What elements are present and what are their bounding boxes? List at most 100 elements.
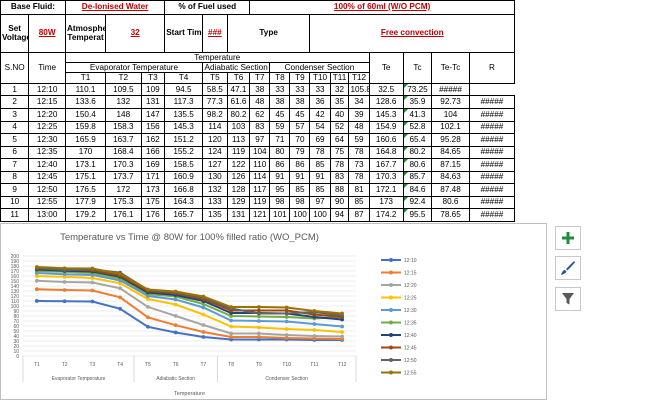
table-cell[interactable]: 173.1 bbox=[64, 158, 107, 172]
table-cell[interactable]: 100 bbox=[309, 208, 331, 222]
table-cell[interactable]: 127 bbox=[201, 158, 228, 172]
table-cell[interactable]: 122 bbox=[226, 158, 251, 172]
table-cell[interactable]: 12:50 bbox=[28, 183, 66, 197]
table-cell[interactable]: 84.6 bbox=[402, 183, 433, 197]
table-cell[interactable]: 101 bbox=[269, 208, 291, 222]
table-cell[interactable]: ##### bbox=[468, 145, 516, 160]
table-cell[interactable]: 38 bbox=[269, 95, 291, 109]
table-cell[interactable]: 109 bbox=[140, 82, 166, 97]
chart-filters-button[interactable] bbox=[555, 287, 581, 311]
table-cell[interactable]: 170.3 bbox=[105, 158, 142, 172]
table-cell[interactable]: 40 bbox=[329, 107, 350, 122]
table-cell[interactable]: 12:45 bbox=[28, 170, 66, 185]
table-cell[interactable]: 91 bbox=[289, 170, 311, 185]
table-cell[interactable]: 119 bbox=[249, 195, 271, 210]
evaporator-group-header[interactable]: Evaporator Temperature bbox=[64, 61, 203, 74]
table-cell[interactable]: 12:10 bbox=[28, 82, 66, 97]
chart-elements-button[interactable] bbox=[555, 226, 581, 250]
table-cell[interactable]: 124 bbox=[201, 145, 228, 160]
table-cell[interactable]: 175.1 bbox=[64, 170, 107, 185]
table-cell[interactable]: ##### bbox=[468, 170, 516, 185]
table-cell[interactable]: 97 bbox=[249, 133, 271, 147]
table-cell[interactable]: 33 bbox=[269, 82, 291, 97]
table-cell[interactable]: 98.2 bbox=[201, 107, 228, 122]
table-cell[interactable]: 75 bbox=[329, 145, 350, 160]
table-cell[interactable]: 126 bbox=[226, 170, 251, 185]
table-cell[interactable]: 33 bbox=[309, 82, 331, 97]
table-cell[interactable]: 103 bbox=[226, 120, 251, 135]
tc-header[interactable]: Tc bbox=[402, 52, 433, 84]
table-cell[interactable]: 58.5 bbox=[201, 82, 228, 97]
table-cell[interactable]: 173 bbox=[140, 183, 166, 197]
start-time-value[interactable]: ### bbox=[201, 13, 228, 54]
table-cell[interactable]: 70 bbox=[289, 133, 311, 147]
table-cell[interactable]: 61.6 bbox=[226, 95, 251, 109]
table-cell[interactable]: 109.5 bbox=[105, 82, 142, 97]
table-cell[interactable]: 156 bbox=[140, 120, 166, 135]
line-chart[interactable]: Temperature vs Time @ 80W for 100% fille… bbox=[0, 223, 547, 400]
table-cell[interactable]: 48 bbox=[348, 120, 370, 135]
table-cell[interactable]: 159.8 bbox=[64, 120, 107, 135]
table-cell[interactable]: 164.3 bbox=[164, 195, 203, 210]
table-cell[interactable]: 45 bbox=[269, 107, 291, 122]
table-cell[interactable]: 32 bbox=[329, 82, 350, 97]
table-cell[interactable]: 172.1 bbox=[368, 183, 404, 197]
table-cell[interactable]: 87.48 bbox=[431, 183, 470, 197]
table-cell[interactable]: 12:20 bbox=[28, 107, 66, 122]
table-cell[interactable]: 129 bbox=[226, 195, 251, 210]
table-cell[interactable]: 97 bbox=[309, 195, 331, 210]
table-cell[interactable]: 102.1 bbox=[431, 120, 470, 135]
t-header[interactable]: T8 bbox=[269, 72, 291, 84]
adiabatic-group-header[interactable]: Adiabatic Section bbox=[201, 61, 271, 74]
table-cell[interactable]: 171 bbox=[140, 170, 166, 185]
table-cell[interactable]: 175.3 bbox=[105, 195, 142, 210]
table-cell[interactable]: 92.73 bbox=[431, 95, 470, 109]
table-cell[interactable]: 160.6 bbox=[368, 133, 404, 147]
table-cell[interactable]: 11 bbox=[0, 208, 30, 222]
t-header[interactable]: T6 bbox=[226, 72, 251, 84]
table-cell[interactable]: 83 bbox=[249, 120, 271, 135]
table-cell[interactable]: 57 bbox=[289, 120, 311, 135]
t-header[interactable]: T11 bbox=[329, 72, 350, 84]
table-cell[interactable]: 166 bbox=[140, 145, 166, 160]
table-cell[interactable]: 133 bbox=[201, 195, 228, 210]
table-cell[interactable]: 48 bbox=[249, 95, 271, 109]
t-header[interactable]: T7 bbox=[249, 72, 271, 84]
table-cell[interactable]: 12:35 bbox=[28, 145, 66, 160]
table-cell[interactable]: 150.4 bbox=[64, 107, 107, 122]
table-cell[interactable]: 158.5 bbox=[164, 158, 203, 172]
table-cell[interactable]: 104 bbox=[431, 107, 470, 122]
table-cell[interactable]: 78 bbox=[309, 145, 331, 160]
table-cell[interactable]: 32.5 bbox=[368, 82, 404, 97]
table-cell[interactable]: 92.4 bbox=[402, 195, 433, 210]
table-cell[interactable]: 3 bbox=[0, 107, 30, 122]
t-header[interactable]: T1 bbox=[64, 72, 107, 84]
table-cell[interactable]: 95 bbox=[269, 183, 291, 197]
set-voltage-value[interactable]: 80W bbox=[28, 13, 66, 54]
table-cell[interactable]: ##### bbox=[468, 158, 516, 172]
table-cell[interactable]: 165.7 bbox=[164, 208, 203, 222]
t-header[interactable]: T9 bbox=[289, 72, 311, 84]
table-cell[interactable]: 62 bbox=[249, 107, 271, 122]
t-header[interactable]: T5 bbox=[201, 72, 228, 84]
table-cell[interactable]: 91 bbox=[309, 170, 331, 185]
table-cell[interactable]: 59 bbox=[269, 120, 291, 135]
table-cell[interactable]: 91 bbox=[269, 170, 291, 185]
table-cell[interactable]: ##### bbox=[468, 120, 516, 135]
te-tc-header[interactable]: Te-Tc bbox=[431, 52, 470, 84]
table-cell[interactable]: 131 bbox=[226, 208, 251, 222]
table-cell[interactable]: 128.6 bbox=[368, 95, 404, 109]
table-cell[interactable]: 78 bbox=[348, 170, 370, 185]
table-cell[interactable]: 94.5 bbox=[164, 82, 203, 97]
set-voltage-label[interactable]: Set Voltage bbox=[0, 13, 30, 54]
table-cell[interactable]: 132 bbox=[201, 183, 228, 197]
table-cell[interactable]: 69 bbox=[309, 133, 331, 147]
table-cell[interactable]: 158.3 bbox=[105, 120, 142, 135]
table-cell[interactable]: 71 bbox=[269, 133, 291, 147]
table-cell[interactable]: 87.15 bbox=[431, 158, 470, 172]
table-cell[interactable]: ##### bbox=[431, 82, 470, 97]
table-cell[interactable]: 160.9 bbox=[164, 170, 203, 185]
table-cell[interactable]: 121 bbox=[249, 208, 271, 222]
table-cell[interactable]: 98 bbox=[289, 195, 311, 210]
table-cell[interactable]: 38 bbox=[249, 82, 271, 97]
